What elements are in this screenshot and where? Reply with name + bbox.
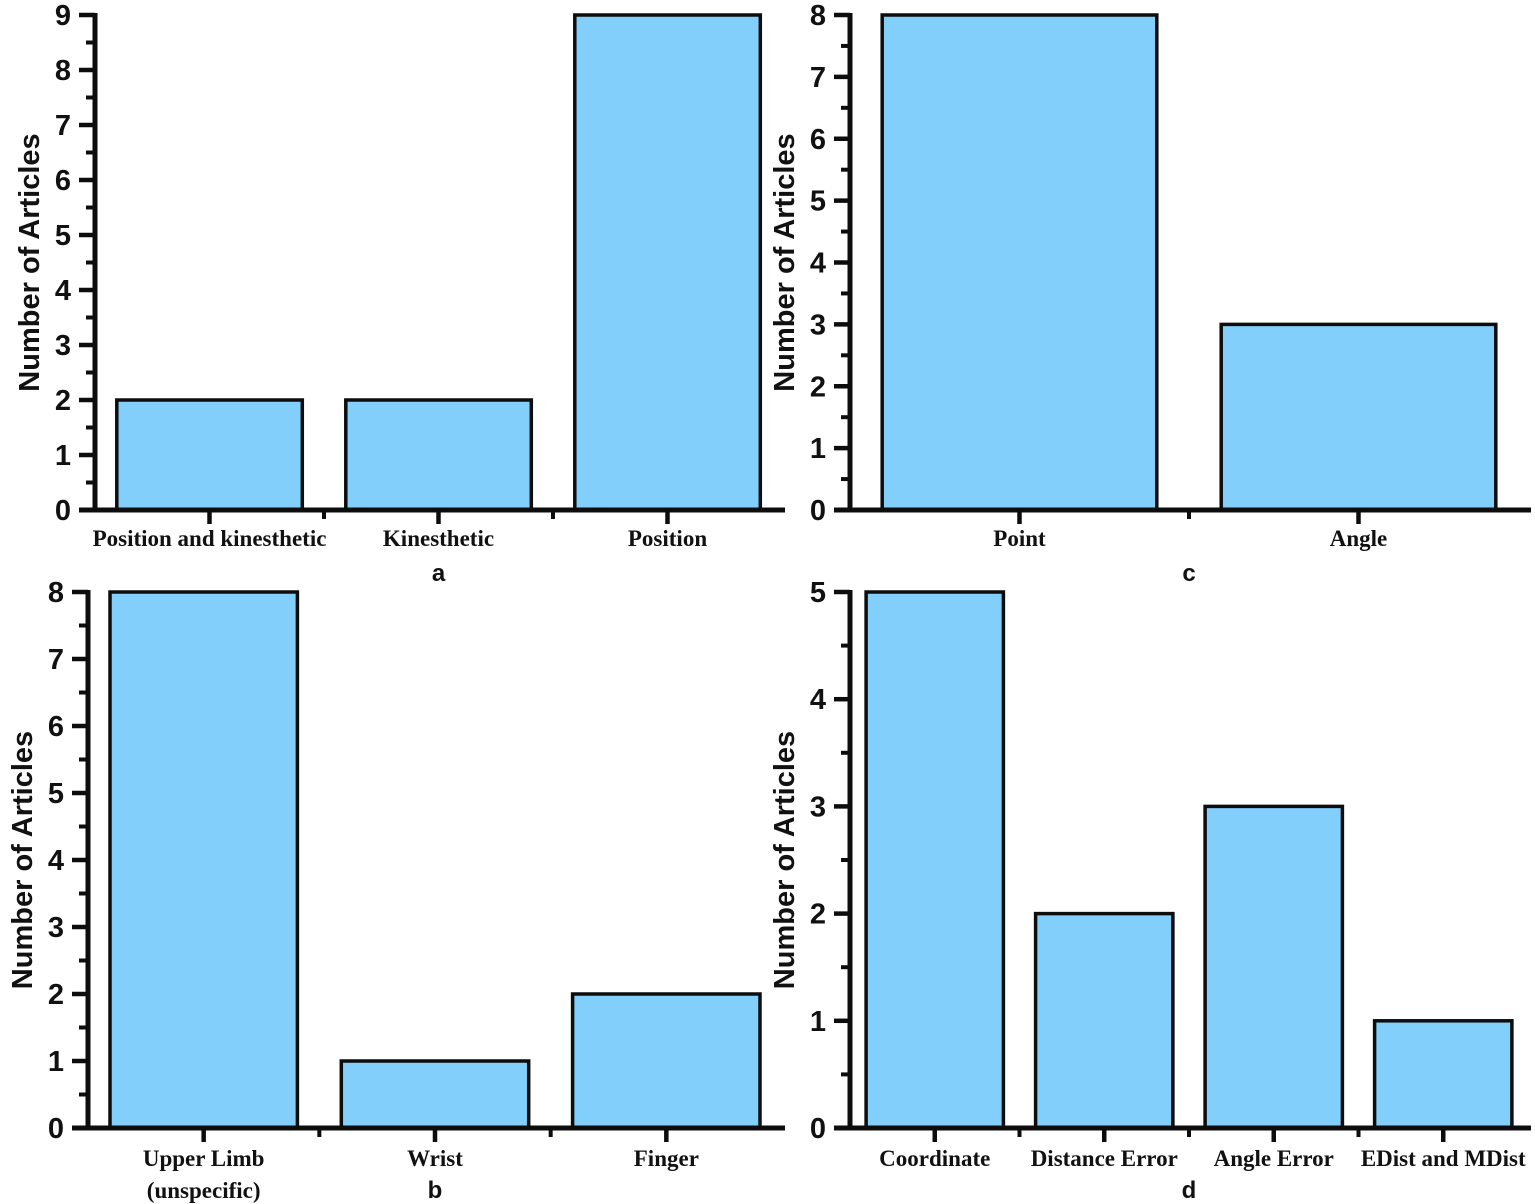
y-tick-label: 2 — [810, 371, 826, 403]
y-tick-label: 5 — [810, 577, 826, 609]
y-tick-label: 4 — [810, 684, 826, 716]
panel-letter-a: a — [432, 560, 446, 587]
bar-a-2 — [573, 13, 763, 512]
y-tick-label: 1 — [55, 440, 71, 472]
category-label-d-1: Distance Error — [1031, 1146, 1178, 1171]
y-tick-label: 5 — [55, 220, 71, 252]
bar-a-0 — [115, 398, 305, 512]
y-tick-label: 0 — [810, 495, 826, 527]
y-tick-label: 1 — [48, 1046, 64, 1078]
panel-b: 0 1 2 3 4 5 6 7 8 Upper Limb (unspecific) Wrist Fing… — [7, 577, 785, 1204]
y-tick-label: 4 — [48, 845, 64, 877]
y-axis-title: Number of Articles — [14, 133, 46, 391]
y-tick-label: 5 — [810, 186, 826, 218]
bar-c-1 — [1219, 322, 1498, 512]
y-tick-label: 9 — [55, 0, 71, 32]
category-label-c-1: Angle — [1330, 526, 1388, 551]
bar-a-1 — [344, 398, 534, 512]
category-label-a-2: Position — [628, 526, 707, 551]
bar-c-0 — [880, 13, 1159, 512]
category-label-b-2: Finger — [634, 1146, 699, 1171]
category-label-a-0: Position and kinesthetic — [93, 526, 327, 551]
y-tick-label: 3 — [48, 912, 64, 944]
y-tick-label: 3 — [55, 330, 71, 362]
y-tick-label: 2 — [55, 385, 71, 417]
category-label-d-0: Coordinate — [879, 1146, 990, 1171]
y-tick-label: 1 — [810, 1006, 826, 1038]
y-tick-label: 3 — [810, 791, 826, 823]
y-tick-label: 0 — [48, 1113, 64, 1145]
category-label-d-2: Angle Error — [1214, 1146, 1334, 1171]
y-tick-label: 4 — [55, 275, 71, 307]
y-axis-title: Number of Articles — [7, 731, 39, 989]
panel-letter-c: c — [1182, 560, 1195, 587]
category-label-a-1: Kinesthetic — [383, 526, 494, 551]
y-tick-label: 8 — [48, 577, 64, 609]
panel-c: 0 1 2 3 4 5 6 7 8 Point Angle Number of Articles c — [769, 0, 1531, 587]
category-label-b-0: (unspecific) — [147, 1178, 261, 1203]
panel-a: 0 1 2 3 4 5 6 7 8 9 Position and kinesthetic Kinest… — [14, 0, 785, 587]
bar-d-0 — [864, 590, 1006, 1130]
y-tick-label: 7 — [55, 110, 71, 142]
category-label-d-3: EDist and MDist — [1361, 1146, 1526, 1171]
panel-letter-b: b — [428, 1177, 443, 1204]
bar-b-2 — [570, 992, 762, 1130]
bar-d-1 — [1033, 911, 1175, 1130]
bar-b-1 — [339, 1059, 531, 1130]
panel-d: 0 1 2 3 4 5 Coordinate Distance Error Angle Erro… — [769, 577, 1531, 1204]
y-tick-label: 7 — [810, 62, 826, 94]
category-label-b-0: Upper Limb — [143, 1146, 265, 1171]
y-tick-label: 0 — [810, 1113, 826, 1145]
y-tick-label: 6 — [55, 165, 71, 197]
y-tick-label: 6 — [48, 711, 64, 743]
category-label-c-0: Point — [993, 526, 1046, 551]
y-tick-label: 7 — [48, 644, 64, 676]
bar-b-0 — [108, 590, 300, 1130]
y-tick-label: 5 — [48, 778, 64, 810]
y-tick-label: 1 — [810, 433, 826, 465]
bar-d-2 — [1203, 804, 1345, 1130]
panel-letter-d: d — [1182, 1177, 1197, 1204]
y-tick-label: 4 — [810, 248, 826, 280]
y-tick-label: 2 — [810, 899, 826, 931]
bar-d-3 — [1372, 1019, 1514, 1130]
y-tick-label: 8 — [55, 55, 71, 87]
y-axis-title: Number of Articles — [769, 731, 801, 989]
category-label-b-1: Wrist — [407, 1146, 463, 1171]
y-axis-title: Number of Articles — [769, 133, 801, 391]
y-tick-label: 8 — [810, 0, 826, 32]
y-tick-label: 0 — [55, 495, 71, 527]
y-tick-label: 2 — [48, 979, 64, 1011]
y-tick-label: 3 — [810, 309, 826, 341]
y-tick-label: 6 — [810, 124, 826, 156]
